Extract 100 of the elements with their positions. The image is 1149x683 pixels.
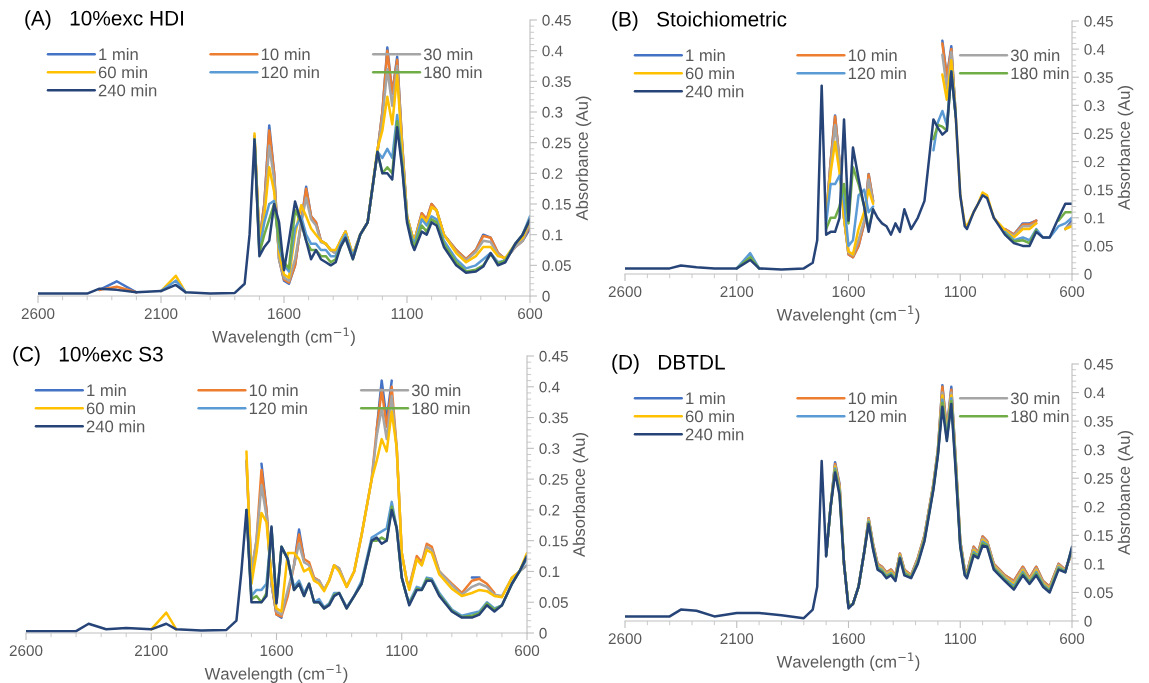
x-tick-label: 2100: [720, 286, 754, 298]
y-tick-label: 0.45: [1084, 358, 1113, 370]
y-tick-label: 0.45: [1084, 15, 1113, 27]
y-tick-label: 0.05: [542, 260, 571, 272]
legend-label: 60 min: [86, 402, 135, 415]
chart-title: (A) 10%exc HDI: [25, 10, 183, 30]
x-axis-title: Wavelength (cm$^{−1}$): [776, 652, 920, 671]
legend-label: 120 min: [848, 410, 906, 423]
y-tick-label: 0.1: [1084, 212, 1105, 224]
legend-label: 240 min: [685, 428, 744, 441]
chart-title: (D) DBTDL: [612, 354, 725, 374]
y-tick-label: 0: [542, 290, 550, 302]
legend-label: 30 min: [1010, 392, 1060, 405]
y-tick-label: 0.05: [539, 597, 568, 608]
y-tick-label: 0.25: [542, 137, 571, 149]
legend-label: 10 min: [249, 384, 298, 397]
legend-label: 60 min: [685, 410, 734, 423]
y-tick-label: 0.25: [1084, 473, 1113, 484]
x-tick-label: 1600: [832, 286, 865, 298]
y-tick-label: 0.05: [1084, 240, 1113, 252]
y-tick-label: 0.35: [1084, 72, 1113, 83]
y-tick-label: 0.25: [539, 473, 568, 485]
x-tick-label: 2600: [608, 633, 642, 645]
y-axis-title: Absorbance (Au): [572, 433, 589, 557]
legend-label: 180 min: [424, 66, 482, 79]
x-tick-label: 1100: [944, 633, 977, 645]
y-tick-label: 0.15: [1084, 184, 1113, 196]
y-axis-title: Absorbance (Au): [1117, 86, 1134, 210]
y-tick-label: 0.1: [542, 229, 563, 241]
y-tick-label: 0.45: [539, 350, 568, 362]
legend-label: 1 min: [686, 392, 725, 405]
legend-label: 180 min: [1011, 67, 1069, 80]
legend-label: 10 min: [848, 392, 897, 405]
x-tick-label: 2100: [144, 308, 178, 320]
legend-label: 10 min: [848, 49, 897, 62]
legend-label: 30 min: [1010, 49, 1060, 62]
legend-label: 10 min: [261, 48, 310, 61]
y-tick-label: 0.15: [542, 198, 571, 210]
legend-label: 120 min: [848, 67, 906, 80]
x-tick-label: 1600: [832, 633, 865, 645]
y-tick-label: 0: [539, 627, 547, 639]
y-axis-title: Absrobance (Au): [1117, 431, 1134, 555]
y-tick-label: 0.2: [1084, 501, 1105, 513]
y-tick-label: 0.35: [1084, 415, 1113, 427]
legend-label: 1 min: [99, 48, 138, 61]
y-tick-label: 0.25: [1084, 128, 1113, 140]
y-tick-label: 0.4: [539, 381, 560, 393]
x-tick-label: 1600: [260, 645, 293, 657]
x-tick-label: 2600: [608, 286, 642, 298]
y-tick-label: 0.1: [1084, 558, 1105, 570]
chart-title: (B) Stoichiometric: [612, 11, 787, 31]
y-tick-label: 0.1: [539, 566, 560, 578]
legend-label: 60 min: [98, 66, 147, 79]
x-axis-title: Wavelength (cm$^{−1}$): [204, 664, 348, 683]
y-tick-label: 0.4: [1084, 43, 1105, 55]
x-tick-label: 600: [518, 308, 543, 320]
x-tick-label: 1100: [391, 308, 423, 320]
y-tick-label: 0: [1084, 268, 1092, 280]
x-tick-label: 600: [515, 645, 540, 657]
y-tick-label: 0.3: [1084, 100, 1105, 112]
y-axis-title: Absorbance (Au): [575, 96, 592, 221]
legend-label: 120 min: [261, 66, 319, 79]
x-tick-label: 2600: [9, 645, 43, 657]
legend-label: 30 min: [423, 48, 473, 61]
legend-label: 1 min: [87, 384, 126, 397]
legend-label: 120 min: [249, 402, 307, 415]
y-tick-label: 0.3: [539, 443, 560, 455]
legend-label: 30 min: [411, 384, 461, 397]
y-tick-label: 0.35: [539, 412, 568, 424]
y-tick-label: 0.05: [1084, 587, 1113, 599]
x-tick-label: 2600: [21, 308, 55, 320]
legend-label: 240 min: [685, 85, 744, 98]
y-tick-label: 0.3: [542, 106, 563, 118]
legend-label: 240 min: [86, 420, 145, 433]
y-tick-label: 0.15: [1084, 530, 1113, 542]
x-axis-title: Wavelength (cm$^{−1}$): [212, 327, 355, 346]
legend-label: 180 min: [1011, 410, 1069, 423]
y-tick-label: 0.3: [1084, 444, 1105, 456]
x-tick-label: 600: [1060, 286, 1085, 298]
y-tick-label: 0.45: [542, 14, 571, 26]
y-tick-label: 0.2: [542, 168, 563, 180]
x-tick-label: 1100: [386, 645, 418, 657]
x-axis-title: Wavelenght (cm$^{−1}$): [776, 305, 920, 324]
x-tick-label: 1100: [944, 286, 977, 298]
legend-label: 60 min: [685, 67, 734, 80]
x-tick-label: 2100: [135, 645, 168, 657]
y-tick-label: 0.2: [539, 504, 560, 516]
legend-label: 240 min: [98, 84, 157, 97]
x-tick-label: 1600: [268, 308, 301, 320]
y-tick-label: 0.35: [542, 76, 571, 88]
y-tick-label: 0.15: [539, 535, 568, 547]
legend-label: 180 min: [412, 402, 470, 415]
y-tick-label: 0.4: [542, 45, 563, 57]
legend-label: 1 min: [686, 49, 725, 62]
x-tick-label: 600: [1060, 633, 1085, 645]
y-tick-label: 0.4: [1084, 387, 1105, 399]
y-tick-label: 0.2: [1084, 156, 1105, 168]
x-tick-label: 2100: [720, 633, 754, 645]
y-tick-label: 0: [1084, 615, 1092, 627]
chart-title: (C) 10%exc S3: [13, 346, 163, 366]
